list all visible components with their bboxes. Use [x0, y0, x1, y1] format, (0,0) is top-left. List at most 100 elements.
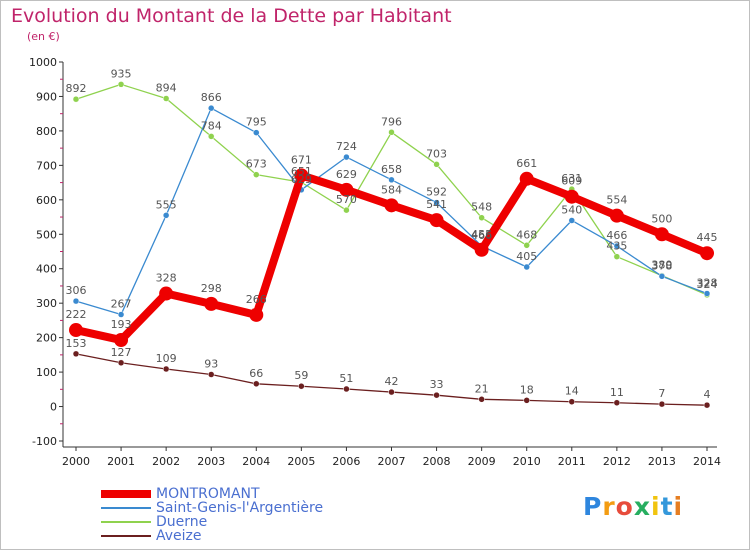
data-point-montromant: [519, 171, 534, 186]
data-label-aveize: 11: [610, 386, 624, 399]
legend-item-duerne: Duerne: [101, 514, 381, 530]
data-point-aveize: [298, 382, 305, 390]
axes: -100 0 100 200 300 400 500 600 700 800 900 1000 2000…: [29, 56, 721, 468]
data-point-montromant: [609, 208, 624, 223]
data-label-duerne: 324: [697, 278, 718, 291]
data-point-saint-genis-l-argenti-re: [433, 199, 440, 206]
y-tick-label: 300: [36, 297, 57, 310]
logo-letter: P: [583, 492, 603, 521]
legend-swatch: [101, 507, 151, 509]
data-label-montromant: 661: [516, 157, 537, 170]
logo-letter: r: [602, 492, 616, 521]
data-point-duerne: [433, 161, 440, 168]
data-point-montromant: [384, 198, 399, 213]
legend-item-saint-genis-l-argenti-re: Saint-Genis-l'Argentière: [101, 500, 381, 516]
y-tick-label: 100: [36, 366, 57, 379]
data-label-saint-genis-l-argenti-re: 306: [66, 284, 87, 297]
data-label-montromant: 554: [606, 194, 627, 207]
logo-letter: i: [651, 492, 661, 521]
data-point-aveize: [478, 396, 485, 403]
data-label-montromant: 193: [111, 318, 132, 331]
data-point-aveize: [253, 380, 260, 388]
data-label-aveize: 127: [111, 346, 132, 359]
data-point-saint-genis-l-argenti-re: [162, 212, 170, 219]
data-point-aveize: [433, 391, 440, 399]
data-point-montromant: [654, 227, 669, 242]
x-tick-label: 2010: [513, 455, 541, 468]
x-tick-label: 2013: [648, 455, 676, 468]
data-label-saint-genis-l-argenti-re: 466: [606, 229, 627, 242]
x-tick-label: 2001: [107, 455, 135, 468]
data-point-saint-genis-l-argenti-re: [613, 242, 621, 250]
data-point-saint-genis-l-argenti-re: [72, 297, 80, 305]
data-label-duerne: 468: [516, 228, 537, 241]
data-label-aveize: 42: [385, 375, 399, 388]
y-tick-label: 600: [36, 194, 57, 207]
data-point-montromant: [114, 333, 129, 348]
data-label-duerne: 894: [156, 82, 177, 95]
data-point-montromant: [249, 307, 264, 322]
data-point-aveize: [72, 350, 80, 358]
data-point-aveize: [568, 398, 576, 405]
data-point-montromant: [700, 246, 714, 261]
data-label-duerne: 570: [336, 193, 357, 206]
data-label-montromant: 609: [561, 175, 582, 188]
data-point-aveize: [388, 388, 395, 396]
data-label-montromant: 328: [156, 272, 177, 285]
data-point-duerne: [343, 206, 350, 214]
y-tick-label: 500: [36, 228, 57, 241]
data-point-aveize: [613, 399, 621, 407]
x-tick-label: 2009: [468, 455, 496, 468]
data-label-montromant: 266: [246, 293, 267, 306]
data-point-aveize: [207, 371, 215, 378]
y-tick-label: 200: [36, 332, 57, 345]
y-tick-label: 900: [36, 90, 57, 103]
data-label-duerne: 796: [381, 115, 402, 128]
data-label-saint-genis-l-argenti-re: 378: [651, 259, 672, 272]
data-label-duerne: 784: [201, 119, 222, 132]
data-point-duerne: [162, 95, 170, 102]
data-label-saint-genis-l-argenti-re: 466: [471, 229, 492, 242]
data-label-duerne: 380: [651, 259, 672, 272]
x-tick-label: 2007: [378, 455, 406, 468]
data-label-aveize: 51: [339, 372, 353, 385]
data-label-aveize: 18: [520, 383, 534, 396]
data-label-aveize: 93: [204, 358, 218, 371]
x-tick-label: 2012: [603, 455, 631, 468]
data-point-saint-genis-l-argenti-re: [388, 176, 395, 184]
data-point-duerne: [388, 129, 395, 136]
data-label-aveize: 4: [704, 388, 711, 401]
data-point-aveize: [117, 359, 125, 367]
x-tick-label: 2004: [242, 455, 270, 468]
unit-label: (en €): [27, 30, 60, 43]
legend-label: Saint-Genis-l'Argentière: [156, 500, 324, 516]
data-label-montromant: 455: [471, 228, 492, 241]
data-point-duerne: [523, 242, 530, 249]
data-point-aveize: [703, 401, 711, 409]
data-label-saint-genis-l-argenti-re: 405: [516, 250, 537, 263]
data-point-montromant: [339, 182, 354, 197]
data-point-aveize: [523, 397, 530, 404]
data-label-aveize: 153: [66, 337, 87, 350]
data-point-aveize: [162, 365, 170, 373]
data-point-montromant: [474, 242, 489, 257]
legend-label: MONTROMANT: [156, 486, 260, 502]
data-point-montromant: [429, 213, 444, 228]
data-label-duerne: 673: [246, 158, 267, 171]
legend-label: Aveize: [156, 528, 202, 544]
data-label-montromant: 671: [291, 153, 312, 166]
x-tick-label: 2003: [197, 455, 225, 468]
data-label-aveize: 7: [658, 387, 665, 400]
data-label-duerne: 892: [66, 82, 87, 95]
legend-swatch: [101, 521, 151, 523]
logo-letter: o: [615, 492, 634, 521]
data-label-aveize: 59: [294, 369, 308, 382]
data-point-saint-genis-l-argenti-re: [117, 311, 125, 318]
data-label-montromant: 500: [651, 212, 672, 225]
data-point-montromant: [69, 323, 83, 338]
y-tick-label: -100: [32, 435, 57, 448]
data-label-montromant: 298: [201, 282, 222, 295]
data-label-montromant: 629: [336, 168, 357, 181]
data-point-saint-genis-l-argenti-re: [703, 290, 711, 297]
